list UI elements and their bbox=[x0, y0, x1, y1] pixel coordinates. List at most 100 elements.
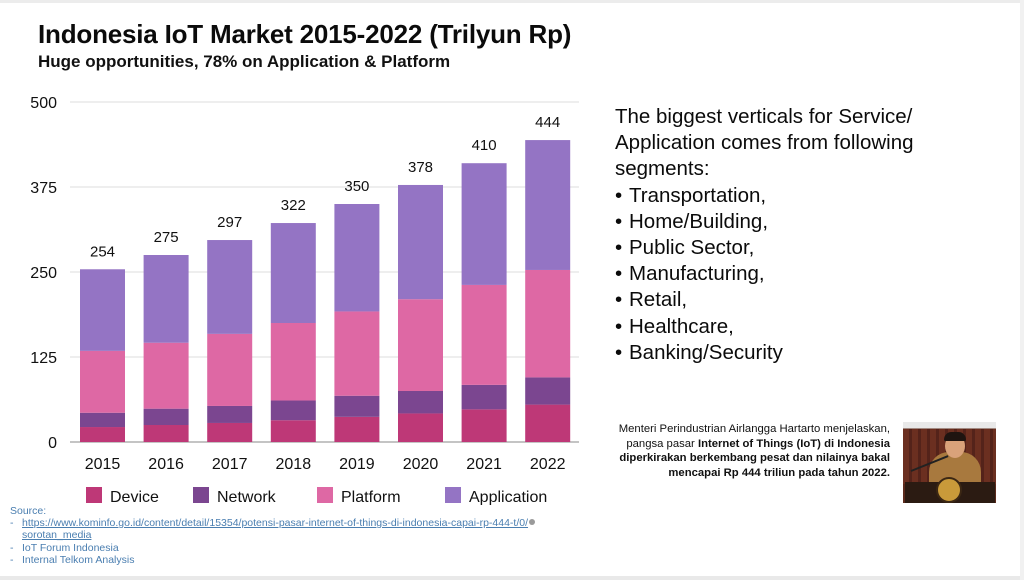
legend-item-application: Application bbox=[445, 487, 547, 505]
bar-segment-device bbox=[143, 425, 189, 442]
bar-segment-platform bbox=[143, 342, 189, 409]
x-tick-label: 2022 bbox=[530, 456, 566, 473]
legend-item-network: Network bbox=[193, 487, 277, 505]
x-tick-label: 2018 bbox=[276, 456, 312, 473]
bar-segment-network bbox=[143, 408, 189, 425]
vertical-item-label: Healthcare, bbox=[629, 314, 734, 338]
total-label: 254 bbox=[90, 243, 115, 260]
photo-person-hair bbox=[944, 432, 966, 441]
total-label: 378 bbox=[408, 159, 433, 176]
bullet-icon: • bbox=[615, 209, 623, 233]
total-label: 444 bbox=[535, 114, 560, 131]
bar-segment-device bbox=[398, 413, 443, 442]
vertical-item-label: Transportation, bbox=[629, 183, 767, 207]
bar-segment-device bbox=[525, 404, 571, 442]
source-notes: Source: - https://www.kominfo.go.id/conte… bbox=[10, 505, 536, 566]
source-item: - https://www.kominfo.go.id/content/detai… bbox=[10, 517, 536, 530]
legend-label: Network bbox=[217, 489, 277, 505]
source-link-continuation-text[interactable]: sorotan_media bbox=[22, 529, 92, 542]
quote-bold-text: Internet of Things (IoT) di Indonesia di… bbox=[619, 437, 890, 479]
bar-segment-application bbox=[334, 204, 380, 312]
verticals-intro-line: The biggest verticals for Service/ bbox=[615, 105, 913, 128]
bar-segment-application bbox=[143, 255, 189, 343]
bar-segment-application bbox=[207, 240, 253, 334]
vertical-item: • Retail, bbox=[615, 287, 995, 313]
bar-segment-platform bbox=[270, 323, 316, 401]
legend-label: Device bbox=[110, 489, 159, 505]
bar-segment-network bbox=[461, 384, 507, 410]
legend-swatch bbox=[86, 487, 102, 503]
legend-label: Platform bbox=[341, 489, 401, 505]
total-label: 275 bbox=[154, 229, 179, 246]
y-tick-label: 500 bbox=[30, 95, 57, 112]
bar-segment-platform bbox=[461, 284, 507, 385]
minister-photo bbox=[903, 422, 996, 503]
bar-segment-platform bbox=[334, 311, 380, 396]
vertical-item-label: Manufacturing, bbox=[629, 262, 765, 286]
x-tick-label: 2016 bbox=[148, 456, 184, 473]
bar-segment-platform bbox=[398, 299, 443, 391]
vertical-item: • Banking/Security bbox=[615, 340, 995, 366]
vertical-item: • Public Sector, bbox=[615, 235, 995, 261]
total-label: 297 bbox=[217, 214, 242, 231]
bullet-icon: • bbox=[615, 288, 623, 312]
source-item: - Internal Telkom Analysis bbox=[10, 554, 535, 566]
bar-segment-device bbox=[461, 409, 507, 442]
bar-segment-network bbox=[207, 405, 253, 423]
legend: Device Network Platform Application bbox=[86, 487, 547, 505]
bar-segment-application bbox=[80, 269, 125, 351]
bullet-icon: • bbox=[615, 314, 623, 338]
vertical-item: • Home/Building, bbox=[615, 209, 995, 235]
bullet-icon: • bbox=[615, 340, 623, 364]
source-link-continuation: sorotan_media bbox=[10, 529, 535, 541]
bar-segment-network bbox=[334, 395, 380, 417]
y-axis-ticks: 0 125 250 375 500 bbox=[30, 95, 57, 452]
bullet-icon: • bbox=[615, 262, 623, 286]
verticals-intro-line: Application comes from following bbox=[615, 131, 914, 155]
total-labels: 254 275 297 322 350 378 410 444 bbox=[90, 114, 560, 260]
x-tick-label: 2021 bbox=[466, 456, 502, 473]
garuda-emblem-icon bbox=[936, 477, 962, 503]
legend-label: Application bbox=[469, 489, 547, 505]
stacked-bar-chart: 0 125 250 375 500 254 275 297 322 350 378 410 444 2… bbox=[30, 95, 579, 505]
total-label: 322 bbox=[281, 197, 306, 214]
source-label: Source: bbox=[10, 505, 47, 517]
vertical-item-label: Retail, bbox=[629, 288, 688, 312]
bar-segment-platform bbox=[80, 350, 125, 413]
bullet-icon: • bbox=[615, 183, 623, 207]
dash: - bbox=[10, 541, 14, 554]
bar-segment-device bbox=[80, 427, 125, 442]
vertical-item: • Manufacturing, bbox=[615, 261, 995, 287]
vertical-item: • Transportation, bbox=[615, 183, 995, 209]
bar-segment-device bbox=[270, 420, 316, 442]
vertical-item-label: Banking/Security bbox=[629, 340, 783, 364]
total-label: 350 bbox=[344, 178, 369, 195]
bars bbox=[80, 140, 571, 442]
bar-segment-application bbox=[270, 223, 316, 323]
x-tick-label: 2015 bbox=[85, 456, 121, 473]
bottom-edge bbox=[0, 576, 1024, 580]
source-item-text: IoT Forum Indonesia bbox=[22, 541, 119, 554]
bar-segment-application bbox=[398, 184, 443, 300]
legend-swatch bbox=[317, 487, 333, 503]
slide-title: Indonesia IoT Market 2015-2022 (Trilyun … bbox=[38, 19, 572, 49]
x-tick-label: 2019 bbox=[339, 456, 375, 473]
x-axis-ticks: 2015 2016 2017 2018 2019 2020 2021 2022 bbox=[85, 456, 566, 473]
x-tick-label: 2017 bbox=[212, 456, 248, 473]
bar-segment-network bbox=[398, 391, 443, 414]
source-link[interactable]: https://www.kominfo.go.id/content/detail… bbox=[22, 517, 529, 530]
verticals-intro-line: segments: bbox=[615, 157, 710, 181]
vertical-item-label: Public Sector, bbox=[629, 236, 755, 260]
legend-item-device: Device bbox=[86, 487, 159, 505]
vertical-item: • Healthcare, bbox=[615, 314, 995, 340]
total-label: 410 bbox=[472, 137, 497, 154]
right-edge bbox=[1020, 0, 1024, 580]
source-item-text: Internal Telkom Analysis bbox=[22, 553, 135, 566]
vertical-item-label: Home/Building, bbox=[629, 209, 769, 233]
top-edge bbox=[0, 0, 1024, 3]
y-tick-label: 250 bbox=[30, 265, 57, 282]
y-tick-label: 0 bbox=[48, 435, 57, 452]
bullet-icon: • bbox=[615, 236, 623, 260]
link-icon bbox=[529, 519, 536, 526]
verticals-list: • Transportation, • Home/Building, • Public… bbox=[615, 183, 995, 366]
